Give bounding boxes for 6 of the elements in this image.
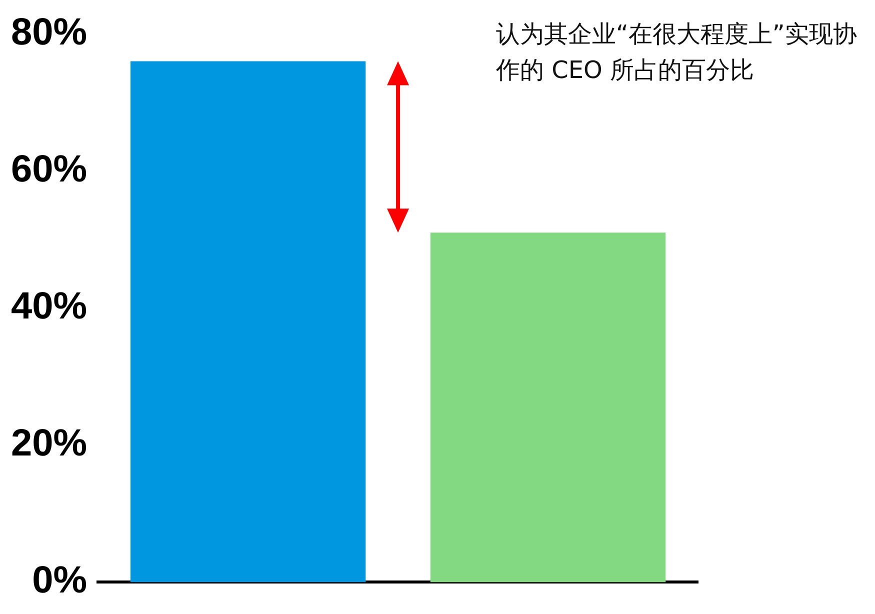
y-tick-label: 0% [32,560,88,602]
y-tick-label: 40% [10,285,88,328]
annotation: 认为其企业“在很大程度上”实现协作的 CEO 所占的百分比 [496,19,858,86]
y-tick-label: 80% [10,11,88,54]
y-tick-label: 60% [10,148,88,190]
y-tick-label: 20% [10,422,88,465]
